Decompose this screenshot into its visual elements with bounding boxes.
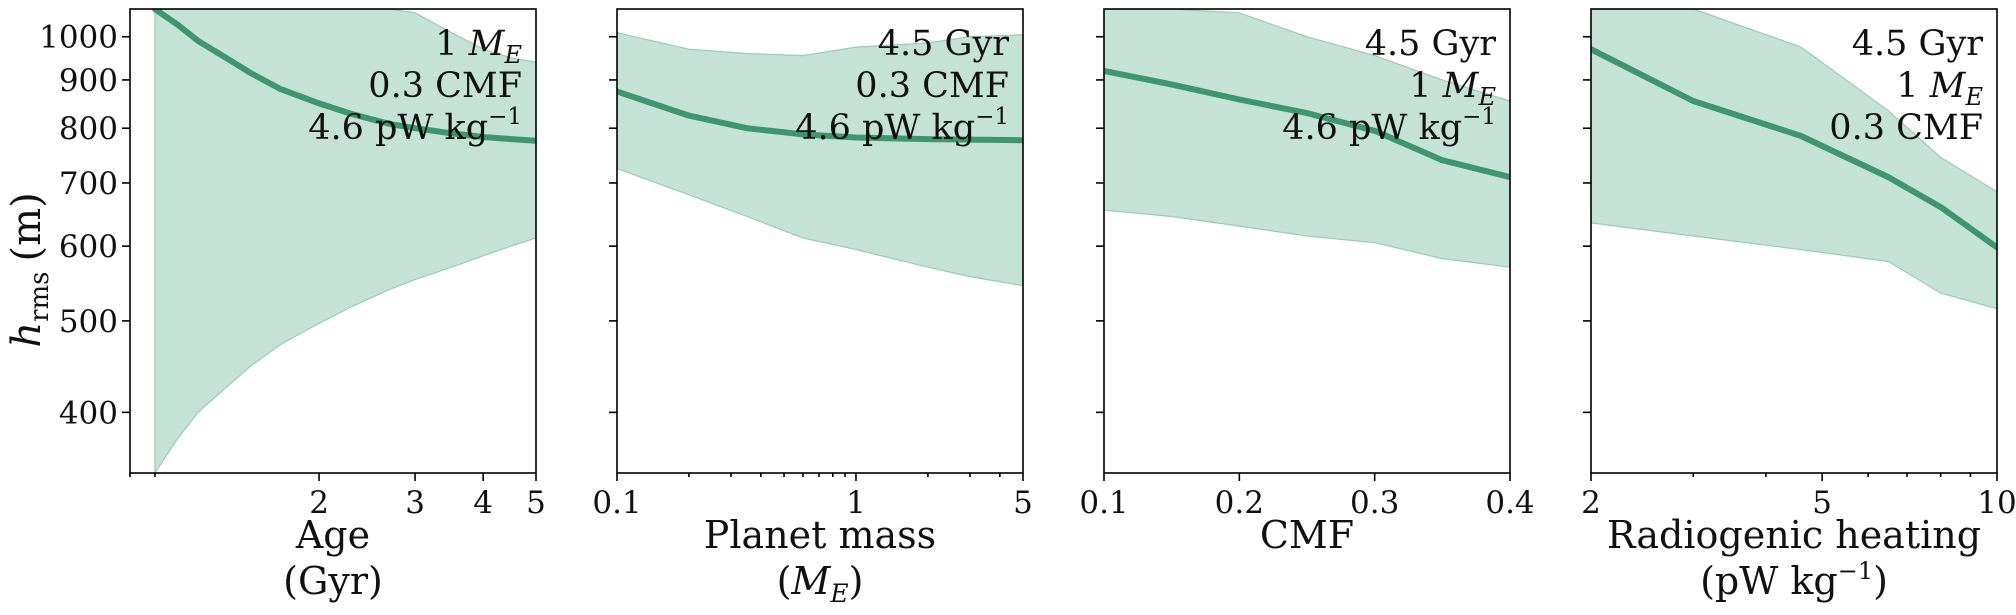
data-point [927, 138, 929, 140]
data-point [176, 24, 179, 26]
axes-frame [129, 8, 537, 474]
x-tick-label: 5 [1812, 485, 1832, 521]
x-tick-label: 5 [526, 485, 546, 521]
plot-area-1 [151, 9, 536, 473]
data-point [451, 132, 453, 134]
y-tick-label: 400 [59, 395, 118, 431]
panel-annotation: 4.5 Gyr [878, 24, 1010, 64]
uncertainty-band [1591, 9, 1997, 310]
data-point [746, 127, 748, 129]
median-line [617, 88, 1023, 144]
data-point [1238, 98, 1240, 101]
uncertainty-band [1104, 9, 1510, 268]
data-point [1374, 130, 1376, 132]
panel-1: 400 500 600 700 800 900 1000 2 3 4 5 Age(Gyr) 1 ME0.… [39, 8, 546, 603]
plot-area-4 [1591, 9, 1997, 310]
panel-annotation: 0.3 CMF [855, 66, 1009, 106]
y-axis-title: hrms (m) [4, 192, 55, 347]
x-tick-label: 5 [1013, 485, 1033, 521]
x-tick-label: 0.4 [1485, 485, 1534, 521]
y-tick-label: 600 [59, 229, 118, 265]
x-axis-title-unit: (ME) [777, 559, 864, 608]
x-tick-label: 2 [1581, 485, 1601, 521]
panel-annotation: 1 ME [1896, 66, 1983, 111]
median-line [151, 9, 536, 144]
median-line [1591, 46, 1997, 251]
data-point [1800, 135, 1802, 137]
data-point [1171, 83, 1173, 86]
panel-annotation: 4.5 Gyr [1365, 24, 1497, 64]
data-point [482, 136, 484, 138]
axes-frame [1103, 8, 1511, 474]
data-point [855, 136, 857, 139]
data-point [1887, 176, 1889, 178]
x-axis-title: CMF [1260, 513, 1354, 557]
y-tick-label: 800 [59, 111, 118, 147]
y-axis-title-symbol: h [4, 322, 50, 348]
x-tick-label: 10 [1977, 485, 2016, 521]
panel-annotation: 1 ME [435, 24, 522, 69]
y-axis-title-subscript: rms [25, 271, 55, 321]
uncertainty-band [154, 9, 536, 473]
x-tick-label: 0.1 [1079, 485, 1128, 521]
x-axis-title: Radiogenic heating [1607, 513, 1981, 557]
data-point [389, 123, 391, 125]
y-tick-label: 900 [59, 63, 118, 99]
panel-annotation: 4.5 Gyr [1852, 24, 1984, 64]
plot-area-3 [1104, 9, 1510, 268]
data-point [1940, 206, 1942, 208]
x-axis-title: Planet mass [704, 513, 936, 557]
data-point [1306, 112, 1308, 114]
data-point [688, 115, 690, 117]
x-axis-title: Age [295, 513, 370, 557]
plot-area-2 [617, 32, 1023, 287]
y-tick-label: 700 [59, 166, 118, 202]
x-tick-label: 3 [405, 485, 425, 521]
x-tick-label: 1 [846, 485, 866, 521]
data-point [351, 113, 353, 115]
panel-annotation: 0.3 CMF [368, 66, 522, 106]
x-tick-label: 2 [309, 485, 329, 521]
data-point [1692, 100, 1694, 102]
panel-annotation: 4.6 pW kg−1 [795, 104, 1009, 148]
data-point [969, 139, 971, 141]
y-tick-label: 500 [59, 304, 118, 340]
y-tick-label: 1000 [39, 20, 118, 56]
x-tick-label: 4 [473, 485, 493, 521]
panel-annotation: 4.6 pW kg−1 [308, 104, 522, 148]
axes-frame [1590, 8, 1998, 474]
svg-text:hrms(m): hrms (m) [4, 192, 55, 347]
x-axis-title-unit: (Gyr) [283, 559, 383, 603]
data-point [280, 88, 282, 90]
data-point [510, 138, 512, 140]
data-point [802, 133, 804, 135]
data-point [225, 57, 227, 59]
data-point [197, 40, 199, 42]
x-axis-title-unit: (pW kg−1) [1700, 557, 1888, 603]
y-axis-title-unit: (m) [4, 192, 50, 261]
panel-annotation: 1 ME [1409, 66, 1496, 111]
x-tick-label: 0.2 [1215, 485, 1264, 521]
data-point [318, 102, 320, 104]
panel-annotation: 0.3 CMF [1829, 108, 1983, 148]
data-point [1441, 159, 1443, 161]
panel-annotation: 4.6 pW kg−1 [1282, 104, 1496, 148]
x-tick-label: 0.3 [1350, 485, 1399, 521]
axes-frame [616, 8, 1024, 474]
x-tick-label: 0.1 [592, 485, 641, 521]
data-point [250, 72, 252, 74]
uncertainty-band [617, 32, 1023, 287]
data-point [414, 127, 416, 129]
